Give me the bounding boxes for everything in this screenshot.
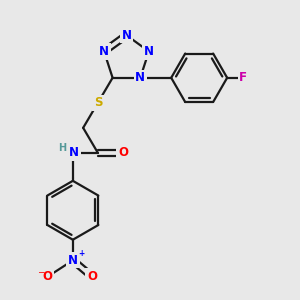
Text: O: O [87,270,97,283]
Text: N: N [68,254,78,267]
Text: N: N [99,45,109,58]
Text: N: N [144,45,154,58]
Text: O: O [43,270,53,283]
Text: N: N [122,29,131,42]
Text: −: − [37,268,44,277]
Text: +: + [78,249,84,258]
Text: N: N [135,71,145,84]
Text: N: N [69,146,79,159]
Text: F: F [239,71,247,84]
Text: O: O [118,146,128,159]
Text: H: H [58,143,67,153]
Text: S: S [94,96,102,109]
